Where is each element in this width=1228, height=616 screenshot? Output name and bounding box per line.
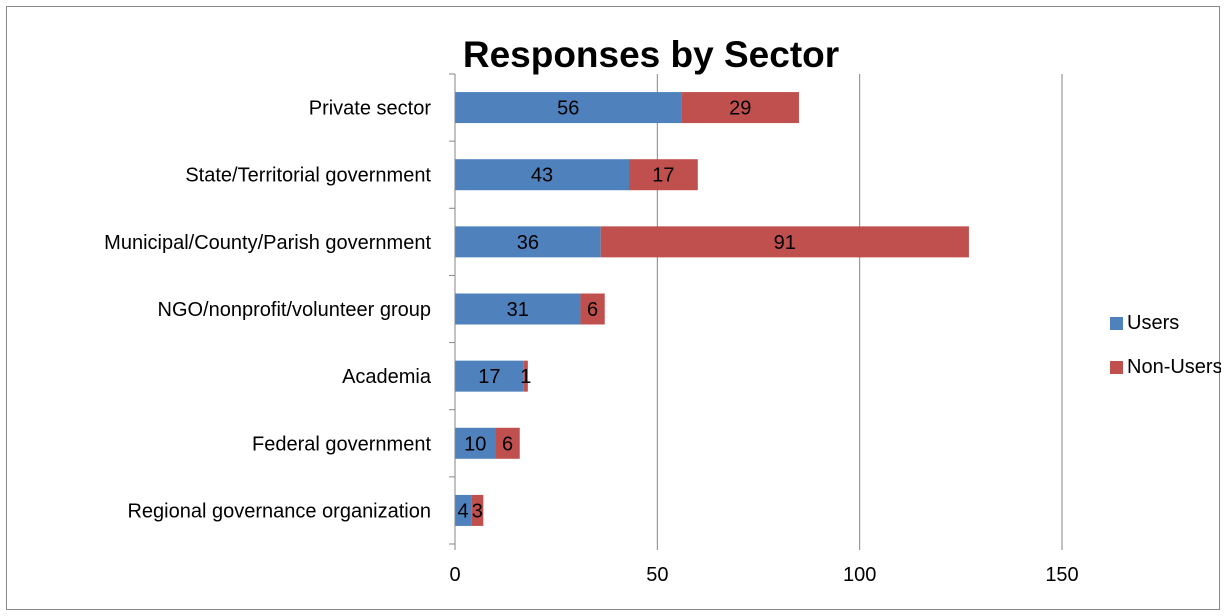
bar-users [455,159,630,191]
data-label: 6 [502,433,513,455]
bar-non-users [471,494,484,526]
legend-swatch [1110,361,1123,374]
data-label: 31 [507,299,529,321]
data-label: 17 [478,366,500,388]
data-label: 1 [520,366,531,388]
data-label: 56 [557,98,579,120]
data-label: 43 [531,165,553,187]
bar-users [455,494,472,526]
x-tick-label: 50 [646,564,668,586]
category-label: Municipal/County/Parish government [104,232,431,254]
bar-non-users [629,159,698,191]
data-label: 10 [464,433,486,455]
category-label: Private sector [309,98,432,120]
chart-frame: Responses by Sector 56 29 43 17 36 91 31 6 17 1 10… [6,6,1221,610]
x-tick-label: 100 [843,564,876,586]
bar-non-users [580,293,605,325]
x-tick-label: 0 [449,564,460,586]
data-label: 36 [517,232,539,254]
data-label: 29 [729,98,751,120]
data-label: 3 [472,500,483,522]
bar-non-users [600,226,969,258]
gridlines [656,74,1063,544]
category-label: State/Territorial government [185,165,431,187]
bar-non-users [523,360,528,392]
bar-non-users [681,92,799,124]
category-label: Regional governance organization [127,500,431,522]
x-tick-label: 150 [1045,564,1078,586]
data-label: 17 [652,165,674,187]
bar-non-users [495,427,520,459]
chart-title: Responses by Sector [463,34,839,75]
category-label: NGO/nonprofit/volunteer group [158,299,432,321]
category-label: Academia [342,366,432,388]
bar-users [455,92,682,124]
data-labels: 56 29 43 17 36 91 31 6 17 1 10 6 4 3 [458,98,796,523]
data-label: 6 [587,299,598,321]
bar-users [455,293,581,325]
legend-label: Non-Users [1127,356,1221,378]
bars [455,92,969,526]
data-label: 4 [458,500,469,522]
legend: Users Non-Users [1110,312,1221,378]
axes: 0 50 100 150 Private sector State/Territorial… [104,73,1079,586]
data-label: 91 [774,232,796,254]
category-label: Federal government [252,433,431,455]
bar-users [455,427,496,459]
bar-users [455,360,524,392]
bar-users [455,226,601,258]
legend-swatch [1110,317,1123,330]
legend-label: Users [1127,312,1179,334]
